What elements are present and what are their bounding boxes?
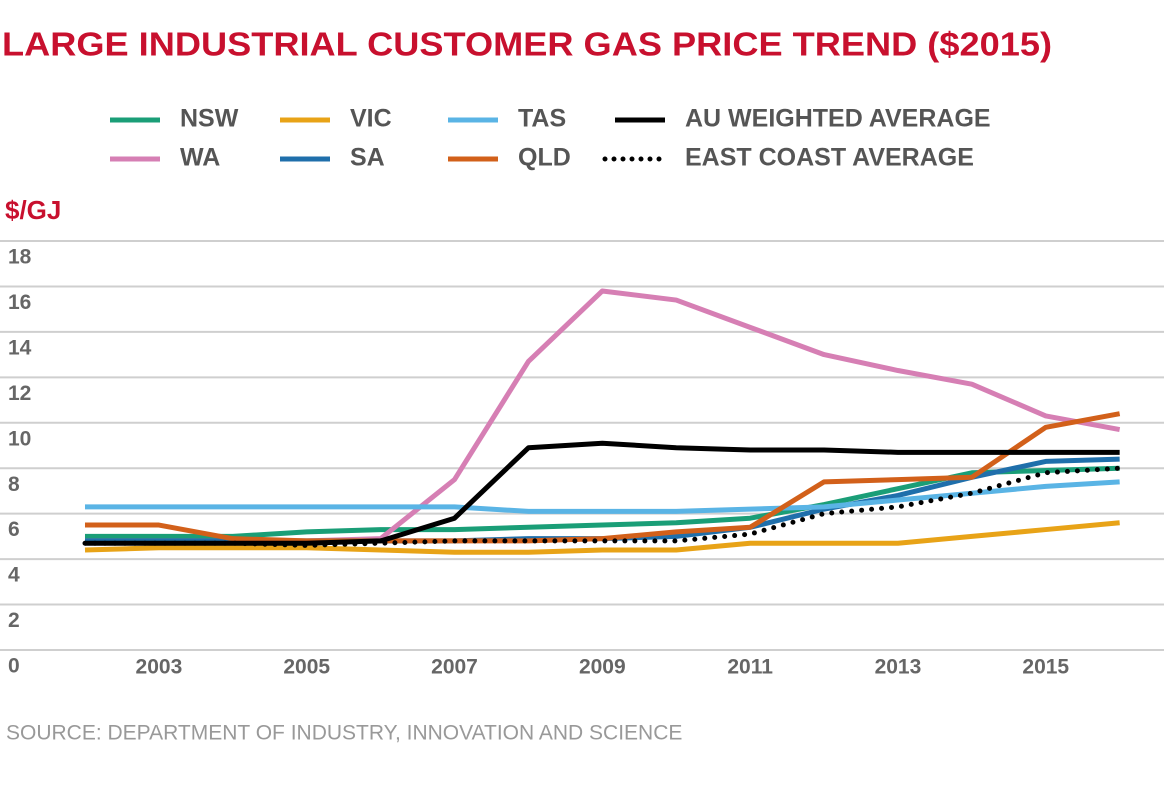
y-tick-label: 16 (8, 291, 31, 314)
legend-label: NSW (180, 105, 239, 133)
chart-title: LARGE INDUSTRIAL CUSTOMER GAS PRICE TREN… (2, 26, 1052, 63)
y-axis-label: $/GJ (5, 195, 61, 225)
series-line (84, 411, 1121, 544)
x-tick-label: 2015 (1022, 656, 1069, 679)
legend-label: TAS (518, 105, 566, 133)
y-tick-label: 14 (8, 336, 32, 359)
legend-label: AU WEIGHTED AVERAGE (685, 105, 991, 133)
y-tick-label: 10 (8, 427, 31, 450)
y-tick-label: 6 (8, 518, 20, 541)
y-tick-label: 18 (8, 246, 32, 269)
x-tick-label: 2005 (283, 656, 330, 679)
series-line (84, 456, 1120, 544)
legend-label: EAST COAST AVERAGE (685, 144, 974, 172)
series-line (84, 520, 1120, 555)
series-line (84, 288, 1121, 544)
legend-label: VIC (350, 105, 392, 133)
series-line (84, 479, 1120, 514)
x-tick-label: 2007 (431, 656, 478, 679)
x-tick-label: 2009 (579, 656, 626, 679)
y-tick-label: 0 (8, 655, 20, 678)
y-tick-label: 2 (8, 609, 20, 632)
y-tick-label: 4 (8, 564, 20, 587)
legend-label: SA (350, 144, 385, 172)
y-tick-label: 8 (8, 473, 20, 496)
y-tick-label: 12 (8, 382, 31, 405)
legend-label: QLD (518, 144, 571, 172)
x-tick-label: 2011 (727, 656, 773, 679)
x-tick-label: 2003 (136, 656, 183, 679)
x-tick-label: 2013 (875, 656, 922, 679)
series-line (84, 440, 1120, 546)
legend-label: WA (180, 144, 220, 172)
source-note: SOURCE: DEPARTMENT OF INDUSTRY, INNOVATI… (6, 722, 682, 745)
series-line (82, 465, 1123, 548)
